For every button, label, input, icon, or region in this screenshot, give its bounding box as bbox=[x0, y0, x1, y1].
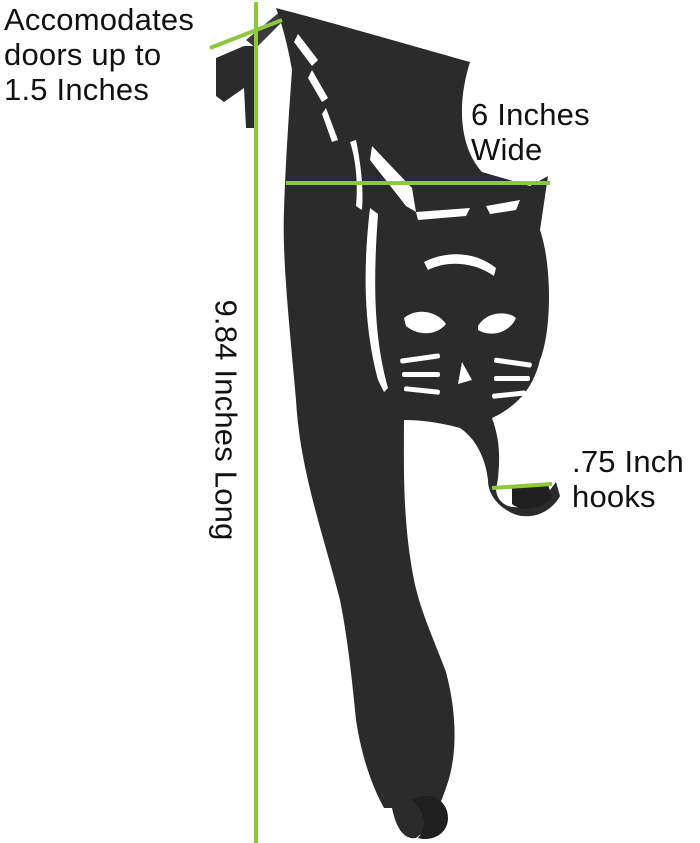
door-bracket bbox=[216, 46, 258, 128]
right-eye-cutout bbox=[478, 313, 516, 334]
measurement-lines bbox=[209, 2, 553, 843]
ear-cutout bbox=[350, 140, 363, 210]
door-thickness-label: Accomodates doors up to 1.5 Inches bbox=[4, 2, 194, 107]
whisker-cutout bbox=[494, 376, 530, 381]
side-slot bbox=[308, 70, 328, 102]
side-slot bbox=[294, 34, 318, 66]
door-thickness-line: Accomodates bbox=[4, 2, 195, 37]
whisker-cutout bbox=[494, 357, 532, 368]
width-line: 6 Inches bbox=[471, 97, 590, 132]
width-label: 6 Inches Wide bbox=[471, 97, 590, 167]
cat-cutouts bbox=[294, 34, 532, 399]
cat-body bbox=[276, 8, 560, 839]
whisker-cutout bbox=[492, 390, 527, 399]
hook-depth-line: .75 Inch bbox=[572, 444, 684, 479]
hook-depth-line: hooks bbox=[572, 479, 656, 514]
whisker-cutout bbox=[403, 386, 440, 395]
ear-cutout bbox=[416, 208, 470, 220]
width-line: Wide bbox=[471, 132, 543, 167]
head-outline-cutout bbox=[365, 208, 388, 392]
nose-cutout bbox=[458, 362, 472, 384]
whisker-cutout bbox=[400, 353, 440, 364]
door-thickness-line: doors up to bbox=[4, 37, 162, 72]
door-thickness-line: 1.5 Inches bbox=[4, 72, 150, 107]
brow-cutout bbox=[424, 254, 496, 276]
side-slot bbox=[322, 108, 338, 142]
ear-cutout bbox=[486, 200, 520, 214]
left-eye-cutout bbox=[404, 311, 446, 334]
whisker-cutout bbox=[402, 372, 440, 377]
ear-cutout bbox=[370, 146, 416, 212]
paw-hook bbox=[512, 484, 552, 509]
hook-measure-line bbox=[491, 482, 553, 490]
hook-depth-label: .75 Inch hooks bbox=[572, 444, 684, 514]
length-label: 9.84 Inches Long bbox=[208, 299, 244, 541]
bottom-hook bbox=[412, 796, 448, 840]
door-measure-line bbox=[209, 18, 283, 50]
